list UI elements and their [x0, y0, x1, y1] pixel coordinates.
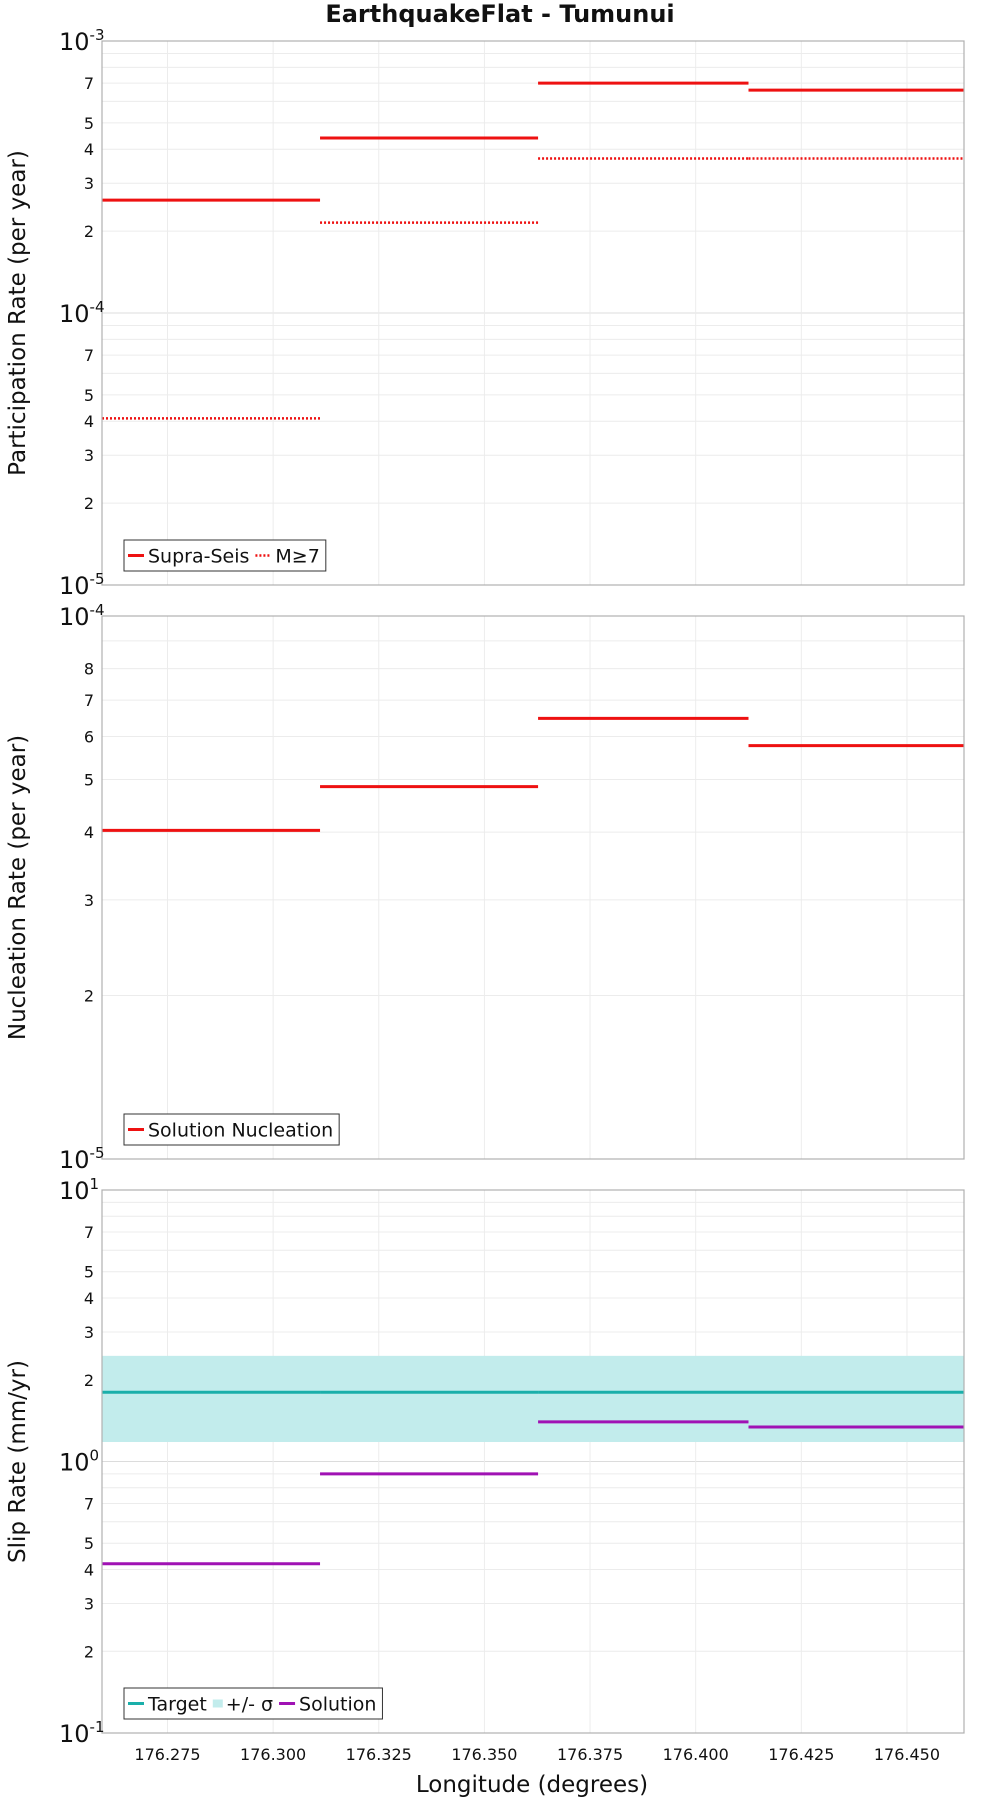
y-tick-label: 5: [84, 770, 94, 789]
series-supra-seis: [102, 81, 964, 202]
y-tick-label: 2: [84, 494, 94, 513]
legend: Target +/- σ Solution: [123, 1687, 383, 1720]
x-tick-label: 176.275: [134, 1745, 200, 1764]
y-tick-label: 3: [84, 446, 94, 465]
panel-1: 7 5 4 3 2 7 5 4 3 2 10-3 10-4 10-5 Participation Rate…: [5, 26, 965, 600]
series-solution-nucleation: [102, 716, 964, 832]
x-tick-label: 176.425: [768, 1745, 834, 1764]
x-axis-label: Longitude (degrees): [416, 1772, 648, 1798]
y-tick-label: 2: [84, 987, 94, 1006]
y-tick-label: 2: [84, 222, 94, 241]
legend-item: Target: [128, 1694, 207, 1716]
y-tick-label: 3: [84, 174, 94, 193]
y-tick-label: 4: [84, 1561, 94, 1580]
legend-label: Solution Nucleation: [148, 1120, 333, 1142]
series-m-7: [102, 157, 964, 420]
x-tick-label: 176.325: [346, 1745, 412, 1764]
y-axis-label: Participation Rate (per year): [5, 150, 31, 476]
y-axis-label: Slip Rate (mm/yr): [5, 1360, 31, 1563]
y-tick-label: 7: [84, 1223, 94, 1242]
y-tick-label: 4: [84, 1289, 94, 1308]
legend-label: +/- σ: [226, 1694, 273, 1716]
y-tick-label: 3: [84, 1594, 94, 1613]
chart-title: EarthquakeFlat - Tumunui: [325, 0, 674, 28]
plot-frame: [101, 615, 965, 1160]
legend: Solution Nucleation: [123, 1113, 340, 1146]
legend-item: Solution Nucleation: [128, 1120, 333, 1142]
legend-label: Target: [147, 1694, 207, 1716]
y-tick-label: 5: [84, 1263, 94, 1282]
legend-item: Solution: [279, 1694, 376, 1716]
y-decade-label: 10-4: [59, 601, 105, 631]
x-tick-label: 176.350: [451, 1745, 517, 1764]
x-tick-label: 176.400: [663, 1745, 729, 1764]
legend: Supra-Seis M≥7: [123, 539, 327, 572]
y-decade-label: 10-5: [59, 1144, 105, 1174]
legend-item: M≥7: [255, 546, 320, 568]
y-axis-label: Nucleation Rate (per year): [5, 735, 31, 1040]
legend-frame: [123, 1687, 383, 1720]
gridlines: [102, 41, 964, 586]
y-decade-label: 10-5: [59, 570, 105, 600]
legend-label: Solution: [299, 1694, 376, 1716]
legend-label: Supra-Seis: [148, 546, 249, 568]
plot-frame: [101, 40, 965, 586]
y-tick-label: 4: [84, 140, 94, 159]
y-tick-label: 4: [84, 412, 94, 431]
y-decade-label: 10-4: [59, 298, 105, 328]
y-tick-label: 7: [84, 691, 94, 710]
x-tick-label: 176.300: [240, 1745, 306, 1764]
y-tick-label: 2: [84, 1371, 94, 1390]
y-tick-label: 4: [84, 823, 94, 842]
y-tick-label: 7: [84, 74, 94, 93]
legend-frame: [123, 1113, 340, 1146]
y-decade-label: 10-3: [59, 26, 105, 56]
legend-label: M≥7: [275, 546, 319, 568]
gridlines: [102, 1190, 964, 1734]
y-tick-label: 5: [84, 386, 94, 405]
x-tick-label: 176.450: [874, 1745, 940, 1764]
panel-3: 7 5 4 3 2 7 5 4 3 2 101 100 10-1 Slip Rate (mm/yr) Tar…: [5, 1175, 965, 1748]
panel-2: 8 7 6 5 4 3 2 10-4 10-5 Nucleation Rate (per year…: [5, 601, 965, 1174]
plot-area: [102, 616, 964, 1159]
y-tick-label: 8: [84, 660, 94, 679]
plot-frame: [101, 1189, 965, 1734]
y-tick-label: 3: [84, 1323, 94, 1342]
y-tick-label: 7: [84, 346, 94, 365]
legend-item: Supra-Seis: [128, 546, 249, 568]
y-tick-label: 2: [84, 1642, 94, 1661]
x-tick-label: 176.375: [557, 1745, 623, 1764]
y-tick-label: 5: [84, 1534, 94, 1553]
sigma-band: [102, 1355, 964, 1442]
y-tick-label: 7: [84, 1495, 94, 1514]
y-tick-label: 5: [84, 114, 94, 133]
y-tick-label: 6: [84, 727, 94, 746]
y-decade-label: 10-1: [59, 1718, 105, 1748]
y-tick-label: 3: [84, 891, 94, 910]
legend-frame: [123, 539, 327, 572]
series-solution: [102, 1420, 964, 1566]
y-decade-label: 101: [59, 1175, 99, 1205]
legend-swatch: [212, 1699, 223, 1708]
legend-item: +/- σ: [212, 1694, 273, 1716]
y-decade-label: 100: [59, 1447, 99, 1477]
x-axis-ticks: 176.275 176.300 176.325 176.350 176.375 176.4…: [134, 1745, 940, 1764]
